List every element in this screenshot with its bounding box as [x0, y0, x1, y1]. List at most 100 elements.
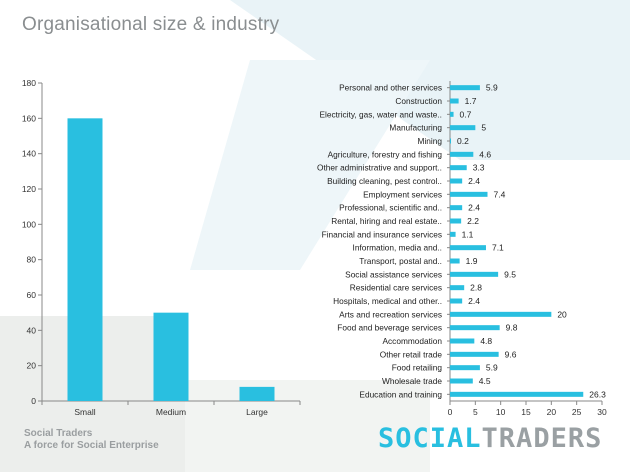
data-label: 4.5: [479, 376, 491, 386]
data-label: 5.9: [486, 363, 498, 373]
industry-bar: [450, 378, 473, 384]
industry-bar: [450, 338, 475, 344]
data-label: 9.8: [506, 323, 518, 333]
x-tick-label: 10: [496, 407, 506, 417]
industry-bar: [450, 258, 460, 264]
x-tick-label: 30: [597, 407, 607, 417]
industry-label: Personal and other services: [339, 83, 442, 93]
industry-label: Residential care services: [350, 283, 442, 293]
data-label: 2.4: [468, 296, 480, 306]
industry-label: Construction: [395, 96, 442, 106]
industry-label: Other retail trade: [380, 349, 443, 359]
industry-bar: [450, 231, 456, 237]
industry-bar: [450, 191, 488, 197]
x-tick-label: 5: [473, 407, 478, 417]
data-label: 3.3: [473, 163, 485, 173]
logo-part-1: SOCIAL: [378, 423, 482, 454]
logo-part-2: TRADERS: [481, 423, 603, 454]
data-label: 1.9: [466, 256, 478, 266]
industry-bar: [450, 151, 474, 157]
industry-label: Food retailing: [392, 363, 443, 373]
data-label: 20: [557, 309, 567, 319]
industry-label: Information, media and..: [353, 243, 442, 253]
industry-label: Mining: [418, 136, 443, 146]
industry-bar: [450, 271, 499, 277]
footer-brand: Social Traders: [24, 428, 93, 439]
industry-label: Accommodation: [383, 336, 443, 346]
y-tick-label: 140: [22, 149, 36, 159]
bar-large: [239, 386, 275, 401]
data-label: 2.4: [468, 176, 480, 186]
industry-label: Social assistance services: [345, 269, 442, 279]
industry-bar: [450, 178, 463, 184]
industry-bar: [450, 391, 584, 397]
industry-label: Financial and insurance services: [322, 229, 442, 239]
data-label: 9.6: [505, 349, 517, 359]
industry-bar: [450, 125, 476, 131]
industry-bar: [450, 351, 499, 357]
data-label: 26.3: [589, 389, 606, 399]
data-label: 2.8: [470, 283, 482, 293]
industry-bar: [450, 205, 463, 211]
industry-label: Other administrative and support..: [317, 163, 442, 173]
industry-bar: [450, 98, 459, 104]
data-label: 0.2: [457, 136, 469, 146]
data-label: 2.4: [468, 203, 480, 213]
industry-bar: [450, 285, 465, 291]
x-category-label: Medium: [156, 407, 186, 417]
industry-label: Wholesale trade: [382, 376, 442, 386]
industry-bar: [450, 325, 500, 331]
industry-label: Professional, scientific and..: [339, 203, 442, 213]
footer-tagline: A force for Social Enterprise: [24, 440, 159, 451]
industry-bar: [450, 298, 463, 304]
page-title: Organisational size & industry: [22, 14, 280, 35]
data-label: 9.5: [504, 269, 516, 279]
y-tick-label: 40: [27, 325, 37, 335]
x-tick-label: 25: [572, 407, 582, 417]
data-label: 2.2: [467, 216, 479, 226]
data-label: 5.9: [486, 83, 498, 93]
data-label: 4.6: [479, 149, 491, 159]
data-label: 1.1: [462, 229, 474, 239]
x-tick-label: 20: [547, 407, 557, 417]
y-tick-label: 160: [22, 113, 36, 123]
industry-label: Building cleaning, pest control..: [327, 176, 442, 186]
bar-small: [67, 118, 103, 401]
industry-label: Hospitals, medical and other..: [333, 296, 442, 306]
data-label: 7.1: [492, 243, 504, 253]
data-label: 4.8: [480, 336, 492, 346]
industry-bar: [450, 111, 454, 117]
y-tick-label: 60: [27, 290, 37, 300]
industry-bar: [450, 245, 486, 251]
industry-label: Transport, postal and..: [359, 256, 442, 266]
industry-label: Arts and recreation services: [339, 309, 442, 319]
industry-label: Agriculture, forestry and fishing: [328, 149, 443, 159]
industry-label: Employment services: [363, 189, 442, 199]
bar-medium: [153, 312, 189, 401]
industry-bar: [450, 365, 480, 371]
x-category-label: Small: [74, 407, 95, 417]
social-traders-logo: SOCIALTRADERS: [378, 424, 602, 454]
industry-label: Food and beverage services: [337, 323, 442, 333]
y-tick-label: 120: [22, 184, 36, 194]
data-label: 5: [481, 123, 486, 133]
y-tick-label: 0: [31, 396, 36, 406]
industry-label: Manufacturing: [389, 123, 442, 133]
industry-bar: [450, 218, 462, 224]
y-tick-label: 100: [22, 219, 36, 229]
y-tick-label: 20: [27, 361, 37, 371]
data-label: 0.7: [460, 109, 472, 119]
data-label: 7.4: [493, 189, 505, 199]
industry-bar: [450, 85, 480, 91]
industry-label: Rental, hiring and real estate..: [331, 216, 442, 226]
industry-label: Education and training: [359, 389, 442, 399]
y-tick-label: 80: [27, 255, 37, 265]
data-label: 1.7: [465, 96, 477, 106]
industry-bar: [450, 311, 552, 317]
x-category-label: Large: [246, 407, 268, 417]
x-tick-label: 15: [521, 407, 531, 417]
x-tick-label: 0: [448, 407, 453, 417]
